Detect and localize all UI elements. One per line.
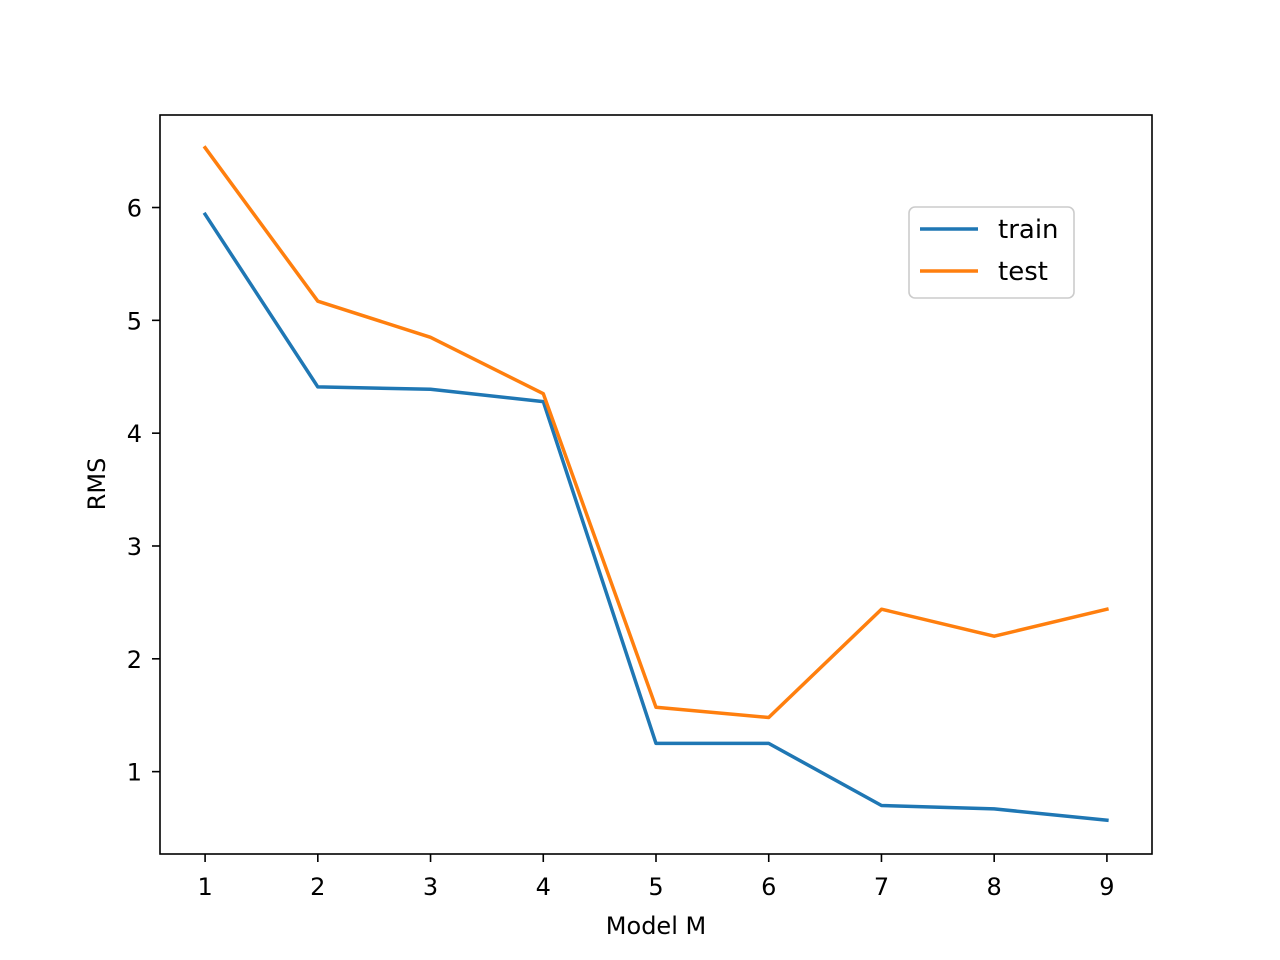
y-axis-ticks: 1 2 3 4 5 6 [127,195,160,787]
x-tick-label-6: 6 [761,873,776,901]
x-tick-label-1: 1 [197,873,212,901]
y-tick-label-1: 1 [127,759,142,787]
legend: train test [908,206,1075,299]
series-line-test [202,145,1110,720]
y-tick-label-2: 2 [127,646,142,674]
x-axis-ticks: 1 2 3 4 5 6 7 8 9 [197,854,1115,901]
x-tick-label-2: 2 [310,873,325,901]
series-layer [202,145,1110,823]
y-axis-label: RMS [83,458,111,511]
x-tick-label-3: 3 [423,873,438,901]
x-tick-label-7: 7 [874,873,889,901]
axes-frame [159,114,1153,855]
x-axis-label: Model M [606,912,706,940]
legend-label-train: train [998,215,1059,245]
y-tick-label-4: 4 [127,420,142,448]
x-tick-label-5: 5 [648,873,663,901]
x-tick-label-8: 8 [987,873,1002,901]
legend-label-test: test [998,257,1048,287]
y-tick-label-5: 5 [127,307,142,335]
y-tick-label-3: 3 [127,533,142,561]
y-tick-label-6: 6 [127,195,142,223]
x-tick-label-4: 4 [536,873,551,901]
x-tick-label-9: 9 [1099,873,1114,901]
series-line-train [202,211,1109,823]
